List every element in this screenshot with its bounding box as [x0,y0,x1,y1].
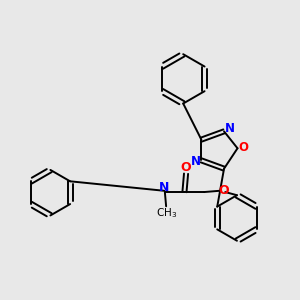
Text: N: N [191,155,201,169]
Text: CH$_3$: CH$_3$ [156,206,177,220]
Text: N: N [159,182,169,194]
Text: O: O [218,184,229,197]
Text: O: O [239,141,249,154]
Text: O: O [181,161,191,174]
Text: N: N [225,122,235,135]
